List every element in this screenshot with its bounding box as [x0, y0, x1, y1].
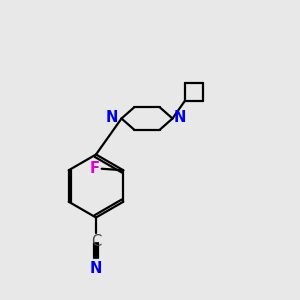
Text: N: N: [105, 110, 118, 125]
Text: N: N: [90, 261, 102, 276]
Text: N: N: [174, 110, 186, 125]
Text: F: F: [90, 161, 100, 176]
Text: C: C: [91, 234, 101, 249]
